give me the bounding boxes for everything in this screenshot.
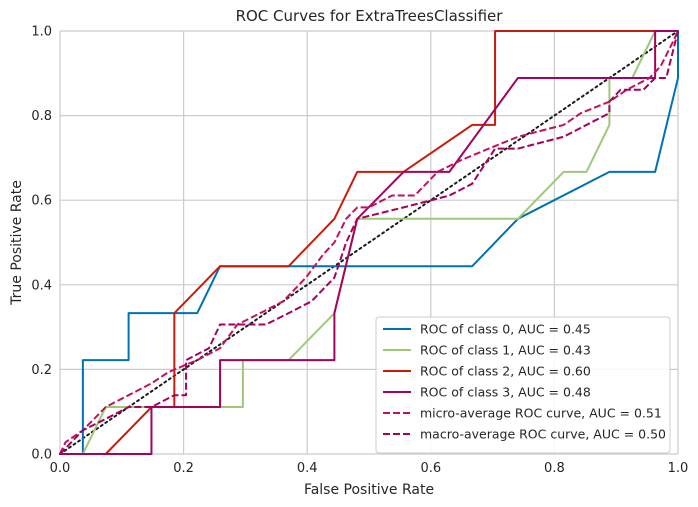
x-tick-label: 0.0 — [50, 461, 71, 476]
y-tick-label: 0.6 — [31, 194, 52, 209]
legend-label: ROC of class 2, AUC = 0.60 — [420, 364, 591, 379]
x-tick-label: 0.4 — [297, 461, 318, 476]
series-layer — [59, 30, 679, 455]
legend-label: ROC of class 0, AUC = 0.45 — [420, 322, 591, 337]
x-tick-label: 0.8 — [544, 461, 565, 476]
legend-label: ROC of class 1, AUC = 0.43 — [420, 343, 591, 358]
legend-box — [375, 316, 671, 454]
x-tick-label: 1.0 — [668, 461, 689, 476]
grid — [59, 30, 679, 455]
legend-label: macro-average ROC curve, AUC = 0.50 — [420, 427, 666, 442]
diagonal-reference-line — [59, 30, 679, 455]
series-line-5 — [59, 30, 679, 455]
y-tick-label: 1.0 — [31, 25, 52, 40]
y-tick-label: 0.2 — [31, 363, 52, 378]
x-axis-title: False Positive Rate — [304, 482, 434, 498]
x-tick-label: 0.2 — [173, 461, 194, 476]
y-axis-title: True Positive Rate — [9, 180, 25, 306]
axes: 0.0 0.2 0.4 0.6 0.8 1.0 0.0 0.2 0.4 0.6 0.8 1.0 — [31, 25, 688, 477]
series-line-4 — [59, 30, 679, 455]
series-line-3 — [60, 30, 678, 455]
x-tick-label: 0.6 — [420, 461, 441, 476]
y-tick-label: 0.0 — [31, 448, 52, 463]
y-tick-label: 0.4 — [31, 278, 52, 293]
legend-label: micro-average ROC curve, AUC = 0.51 — [420, 406, 662, 421]
legend-label: ROC of class 3, AUC = 0.48 — [420, 385, 591, 400]
legend: ROC of class 0, AUC = 0.45 ROC of class 1… — [375, 316, 671, 454]
chart-title: ROC Curves for ExtraTreesClassifier — [236, 7, 504, 25]
y-tick-label: 0.8 — [31, 109, 52, 124]
